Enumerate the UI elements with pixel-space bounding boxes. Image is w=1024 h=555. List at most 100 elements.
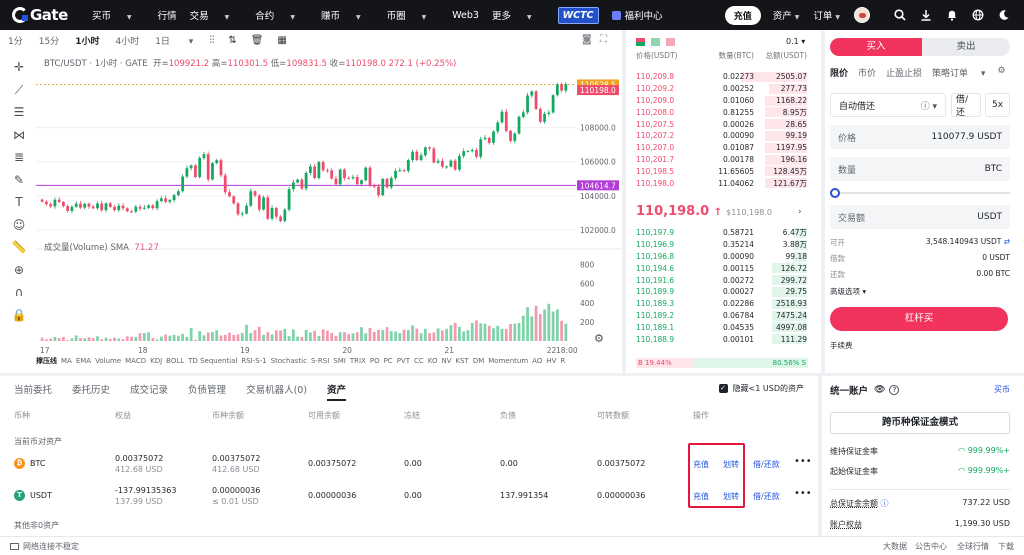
bid-row[interactable]: 110,191.6 0.00272 299.72 xyxy=(626,274,821,286)
order-settings-icon[interactable]: ⚙ xyxy=(997,66,1006,76)
emoji-icon[interactable]: ☺ xyxy=(12,217,26,232)
zoom-in-icon[interactable]: ⊕ xyxy=(13,262,25,277)
indicator-item[interactable]: S-RSI xyxy=(310,357,330,365)
bid-row[interactable]: 110,189.9 0.00027 29.75 xyxy=(626,286,821,298)
nav-markets[interactable]: 行情 xyxy=(157,11,177,22)
amount-input[interactable]: 交易额 USDT xyxy=(830,205,1010,229)
buy-tab[interactable]: 买入 xyxy=(830,38,922,56)
indicator-item[interactable]: Stochastic xyxy=(270,357,307,365)
bid-row[interactable]: 110,189.2 0.06784 7475.24 xyxy=(626,310,821,322)
tf-1d[interactable]: 1日 ▾ xyxy=(155,36,194,47)
indicator-item[interactable]: AO xyxy=(532,357,543,365)
deposit-button[interactable]: 充值 xyxy=(724,5,761,25)
indicator-item[interactable]: MACD xyxy=(125,357,147,365)
download-icon[interactable] xyxy=(920,9,932,21)
ruler-icon[interactable]: 📏 xyxy=(11,240,27,254)
tf-1h[interactable]: 1小时 xyxy=(75,36,100,47)
tab-stop[interactable]: 止盈止损 xyxy=(886,69,923,79)
bid-row[interactable]: 110,188.9 0.00101 111.29 xyxy=(626,333,821,345)
indicator-item[interactable]: EMA xyxy=(75,357,92,365)
text-tool-icon[interactable]: T xyxy=(15,195,23,209)
fib-retracement-icon[interactable]: ≣ xyxy=(13,150,25,164)
brush-icon[interactable]: ✎ xyxy=(13,172,25,187)
ask-row[interactable]: 110,209.2 0.00252 277.73 xyxy=(626,83,821,95)
ask-row[interactable]: 110,208.0 0.81255 8.95万 xyxy=(626,106,821,118)
view-buy-icon[interactable] xyxy=(651,38,660,46)
assets-menu[interactable]: 资产 ▼ xyxy=(772,11,800,22)
leverage-select[interactable]: 5x xyxy=(985,93,1010,117)
bid-row[interactable]: 110,196.9 0.35214 3.88万 xyxy=(626,239,821,251)
account-buy-link[interactable]: 买币 xyxy=(994,385,1010,394)
gate-logo[interactable]: Gate xyxy=(12,6,68,24)
slider-knob[interactable] xyxy=(830,188,840,198)
search-icon[interactable] xyxy=(894,9,906,21)
borrow-mode-select[interactable]: 自动借还 ⓘ ▾ xyxy=(830,93,946,117)
nav-web3[interactable]: Web3 xyxy=(452,9,479,21)
indicator-item[interactable]: KST xyxy=(455,357,469,365)
indicator-item[interactable]: TD Sequential xyxy=(188,357,238,365)
tab-order-history[interactable]: 委托历史 xyxy=(72,385,111,396)
bid-row[interactable]: 110,189.1 0.04535 4997.08 xyxy=(626,321,821,333)
nav-futures[interactable]: 合约 ▼ xyxy=(255,11,295,22)
indicator-item[interactable]: 撑压线 xyxy=(36,357,57,365)
indicator-item[interactable]: KDJ xyxy=(150,357,163,365)
btc-deposit-link[interactable]: 充值 xyxy=(693,460,709,469)
checkbox-checked-icon[interactable]: ✓ xyxy=(718,384,728,393)
usdt-deposit-link[interactable]: 充值 xyxy=(693,492,709,501)
footer-link-announcements[interactable]: 公告中心 xyxy=(915,542,947,551)
indicator-item[interactable]: R xyxy=(560,357,566,365)
indicator-item[interactable]: PVT xyxy=(396,357,410,365)
nav-trade[interactable]: 交易 ▼ xyxy=(189,11,230,22)
wctc-badge[interactable]: WCTC xyxy=(557,6,599,24)
eye-icon[interactable]: 👁 xyxy=(874,385,886,395)
indicator-item[interactable]: RSI-S-1 xyxy=(241,357,267,365)
tf-4h[interactable]: 4小时 xyxy=(115,36,140,47)
btc-borrow-repay-link[interactable]: 借/还款 xyxy=(753,460,780,469)
tab-bots[interactable]: 交易机器人(0) xyxy=(246,385,308,396)
nav-buy-crypto[interactable]: 买币 ▼ xyxy=(92,11,132,22)
usdt-transfer-link[interactable]: 划转 xyxy=(723,492,739,501)
transfer-icon[interactable]: ⇄ xyxy=(1003,237,1010,246)
margin-buy-button[interactable]: 杠杆买 xyxy=(830,307,1008,331)
indicator-item[interactable]: Volume xyxy=(95,357,122,365)
quantity-input[interactable]: 数量 BTC xyxy=(830,157,1010,181)
fee-row[interactable]: 手续费 xyxy=(830,341,853,350)
hide-small-assets[interactable]: ✓ 隐藏<1 USD的资产 xyxy=(718,384,804,393)
candlestick-chart[interactable]: 108000.0 106000.0 104000.0 102000.0 110528.5… xyxy=(36,51,622,356)
dark-mode-moon-icon[interactable] xyxy=(998,9,1010,21)
indicator-item[interactable]: MA xyxy=(61,357,72,365)
chart-area[interactable]: 108000.0 106000.0 104000.0 102000.0 110528.5… xyxy=(36,51,622,373)
bid-row[interactable]: 110,196.8 0.00090 99.18 xyxy=(626,251,821,263)
horizontal-lines-icon[interactable]: ☰ xyxy=(13,105,25,119)
footer-link-bigdata[interactable]: 大数据 xyxy=(883,542,907,551)
advanced-options[interactable]: 高级选项 ▾ xyxy=(830,287,867,296)
indicators-icon[interactable]: ⫶⫶ xyxy=(209,34,215,46)
magnet-icon[interactable]: ∩ xyxy=(14,285,24,299)
tf-1m[interactable]: 1分 xyxy=(8,36,23,47)
nav-benefit-center[interactable]: 福利中心 xyxy=(611,8,676,22)
tab-open-orders[interactable]: 当前委托 xyxy=(14,385,53,396)
tab-market[interactable]: 市价 xyxy=(858,69,877,79)
bid-row[interactable]: 110,189.3 0.02286 2518.93 xyxy=(626,298,821,310)
globe-icon[interactable] xyxy=(972,9,984,21)
tab-limit[interactable]: 限价 xyxy=(830,69,849,79)
orders-menu[interactable]: 订单 ▼ xyxy=(813,11,840,22)
indicator-item[interactable]: Momentum xyxy=(488,357,529,365)
usdt-borrow-repay-link[interactable]: 借/还款 xyxy=(753,492,780,501)
ask-row[interactable]: 110,198.5 11.65605 128.45万 xyxy=(626,165,821,177)
usdt-more-icon[interactable]: ••• xyxy=(794,488,812,499)
tf-15m[interactable]: 15分 xyxy=(38,36,60,47)
indicator-item[interactable]: HV xyxy=(546,357,557,365)
tab-assets[interactable]: 资产 xyxy=(327,382,347,401)
trendline-icon[interactable]: ⟋ xyxy=(14,82,24,97)
avatar[interactable] xyxy=(854,7,870,23)
ask-row[interactable]: 110,198.0 11.04062 121.67万 xyxy=(626,177,821,189)
tab-debt[interactable]: 负债管理 xyxy=(188,385,227,396)
ask-row[interactable]: 110,209.8 0.02273 2505.07 xyxy=(626,71,821,83)
bid-row[interactable]: 110,197.9 0.58721 6.47万 xyxy=(626,227,821,239)
view-sell-icon[interactable] xyxy=(666,38,675,46)
tab-trade-history[interactable]: 成交记录 xyxy=(130,385,169,396)
ask-row[interactable]: 110,207.2 0.00090 99.19 xyxy=(626,130,821,142)
indicator-item[interactable]: CC xyxy=(413,357,424,365)
ask-row[interactable]: 110,209.0 0.01060 1168.22 xyxy=(626,95,821,107)
